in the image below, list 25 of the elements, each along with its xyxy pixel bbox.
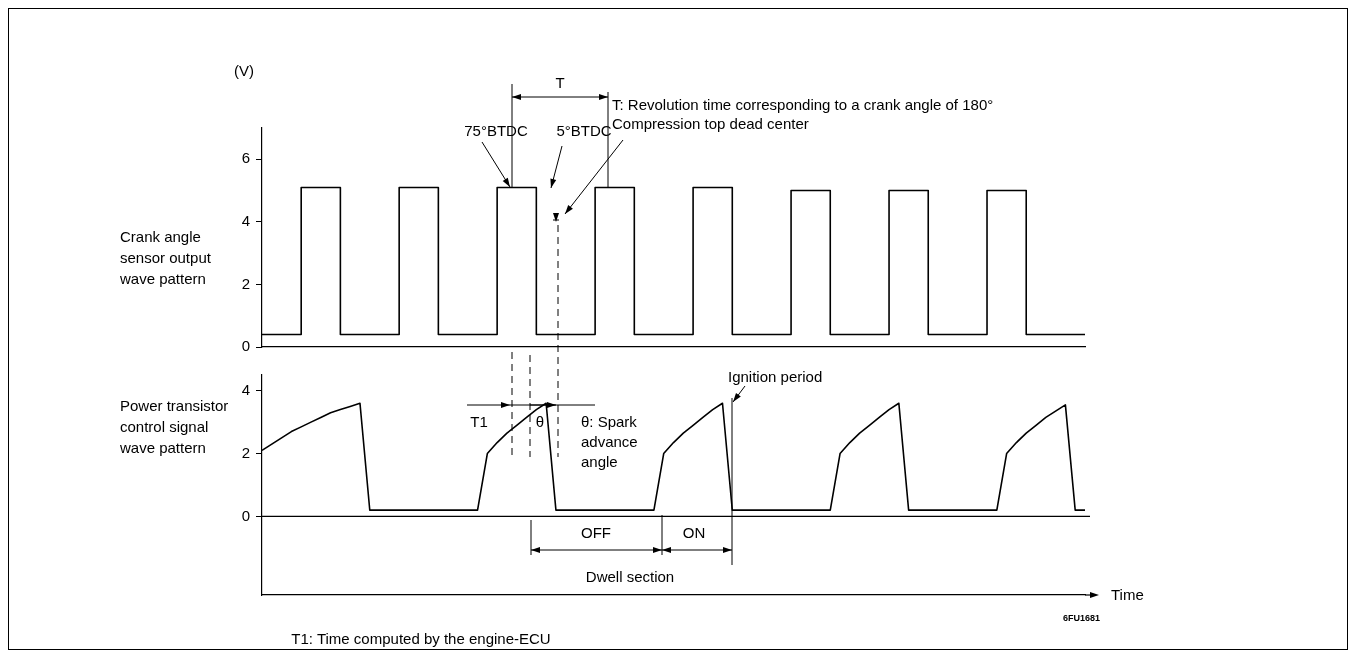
y-tick-label: 4	[241, 380, 250, 398]
text: Crank angle sensor output wave pattern	[119, 228, 212, 288]
annotation: T1	[470, 413, 488, 431]
text: 6FU1681	[1062, 613, 1100, 624]
y-tick-label: 2	[241, 274, 250, 292]
annotation: ON	[682, 524, 706, 542]
y-axis-title: (V)	[234, 62, 254, 80]
annotation: OFF	[581, 524, 611, 542]
annotation: Dwell section	[585, 568, 675, 586]
text: T: Revolution time corresponding to a crank angle of 180°	[612, 96, 994, 114]
annotation: Compression top dead center	[612, 115, 809, 133]
y-tick-label: 6	[241, 149, 250, 167]
annotation: Ignition period	[728, 368, 823, 386]
annotation: 75°BTDC	[464, 122, 528, 140]
y-tick-label: 2	[241, 443, 250, 461]
text: T1: Time computed by the engine-ECU	[291, 630, 551, 648]
text: Power transistor control signal wave pattern	[119, 397, 229, 457]
annotation: 5°BTDC	[556, 122, 612, 140]
x-axis-title: Time	[1111, 586, 1144, 604]
annotation: θ	[535, 413, 545, 431]
text: T	[555, 74, 565, 92]
y-tick-label: 0	[241, 506, 250, 524]
annotation: θ: Spark advance angle	[581, 413, 638, 471]
y-tick-label: 4	[241, 212, 250, 229]
y-tick-label: 0	[241, 337, 250, 355]
